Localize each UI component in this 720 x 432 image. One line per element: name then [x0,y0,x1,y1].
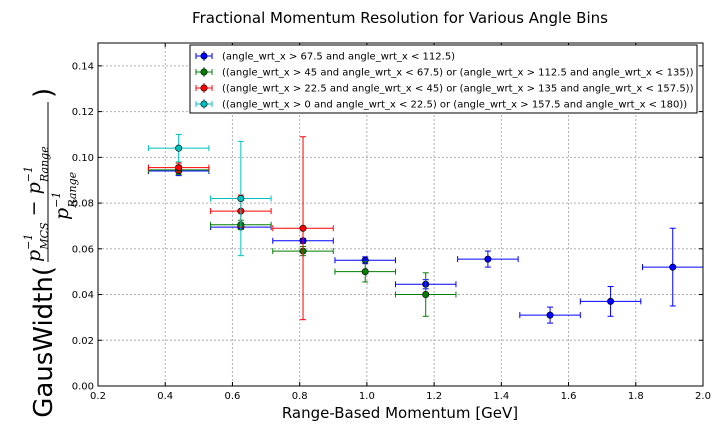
x-tick-label: 1.6 [561,391,577,402]
legend-marker [200,100,208,108]
x-tick-label: 1.8 [628,391,644,402]
y-tick-label: 0.04 [72,290,94,301]
series-3 [147,136,334,321]
numerator-minus: − p [23,182,45,222]
x-tick-label: 0.4 [157,391,173,402]
ticks: 0.2 0.4 0.6 0.8 1.0 1.2 1.4 1.6 1.8 2.0 0.00 0.02 0.… [72,43,711,402]
legend-entry-4: ((angle_wrt_x > 0 and angle_wrt_x < 22.5… [195,99,687,111]
y-axis-label-denominator: p−1 Range [50,171,79,220]
numerator-exp1: −1 [22,234,35,250]
data-point [484,255,492,263]
x-tick-label: 0.2 [90,391,106,402]
x-axis-label: Range-Based Momentum [GeV] [282,404,518,422]
data-point [669,263,677,271]
legend-entry-3: ((angle_wrt_x > 22.5 and angle_wrt_x < 4… [195,83,694,95]
x-tick-label: 1.0 [359,391,375,402]
y-tick-label: 0.14 [72,61,94,72]
y-tick-label: 0.08 [72,199,94,210]
plot-frame [97,42,704,387]
y-tick-label: 0.10 [72,153,94,164]
data-point [422,291,430,299]
denominator-p: p [51,208,73,220]
y-axis-label-prefix: GausWidth( [29,266,59,418]
legend-marker [200,68,208,76]
y-axis-label-suffix: ) [29,88,59,98]
legend-label: (angle_wrt_x > 67.5 and angle_wrt_x < 11… [222,52,455,63]
data-point [237,194,245,202]
x-tick-label: 2.0 [695,391,711,402]
data-point [175,164,183,172]
x-tick-label: 0.6 [224,391,240,402]
y-tick-label: 0.02 [72,336,94,347]
numerator-exp2: −1 [22,166,35,182]
numerator-p: p [23,250,45,262]
legend-entry-1: (angle_wrt_x > 67.5 and angle_wrt_x < 11… [195,51,455,63]
x-tick-label: 1.4 [493,391,509,402]
y-tick-label: 0.06 [72,244,94,255]
legend-marker [200,84,208,92]
series-layer [147,133,704,324]
denominator-exp: −1 [50,192,63,208]
data-point [546,311,554,319]
data-point [175,144,183,152]
x-tick-label: 0.8 [292,391,308,402]
series-4 [147,133,272,257]
chart-title: Fractional Momentum Resolution for Vario… [192,9,608,27]
numerator-sub2: Range [38,146,51,183]
legend-label: ((angle_wrt_x > 22.5 and angle_wrt_x < 4… [222,84,694,95]
legend: (angle_wrt_x > 67.5 and angle_wrt_x < 11… [189,44,698,114]
y-tick-label: 0.00 [72,382,94,393]
data-point [607,297,615,305]
denominator-sub: Range [66,171,79,208]
legend-marker [200,52,208,60]
data-point [299,224,307,232]
legend-box [189,44,698,114]
legend-entry-2: ((angle_wrt_x > 45 and angle_wrt_x < 67.… [195,67,694,79]
legend-label: ((angle_wrt_x > 0 and angle_wrt_x < 22.5… [222,100,687,111]
x-tick-label: 1.2 [426,391,442,402]
data-point [361,268,369,276]
legend-label: ((angle_wrt_x > 45 and angle_wrt_x < 67.… [222,68,694,79]
y-tick-label: 0.12 [72,107,94,118]
numerator-sub1: MCS [38,222,51,251]
